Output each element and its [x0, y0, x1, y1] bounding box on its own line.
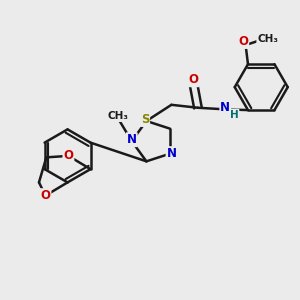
Text: N: N	[220, 101, 230, 114]
Text: O: O	[238, 35, 248, 48]
Text: N: N	[167, 147, 177, 160]
Text: H: H	[230, 110, 239, 119]
Text: O: O	[40, 189, 50, 202]
Text: O: O	[188, 73, 199, 86]
Text: CH₃: CH₃	[257, 34, 278, 44]
Text: CH₃: CH₃	[108, 111, 129, 121]
Text: N: N	[127, 133, 137, 146]
Text: S: S	[141, 113, 149, 126]
Text: O: O	[63, 149, 74, 162]
